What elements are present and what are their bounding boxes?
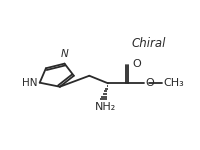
Text: NH₂: NH₂ xyxy=(95,102,116,112)
Text: CH₃: CH₃ xyxy=(163,78,184,88)
Text: N: N xyxy=(61,49,68,59)
Text: O: O xyxy=(132,59,141,69)
Text: O: O xyxy=(145,78,154,88)
Text: HN: HN xyxy=(22,78,37,88)
Text: Chiral: Chiral xyxy=(132,37,166,50)
